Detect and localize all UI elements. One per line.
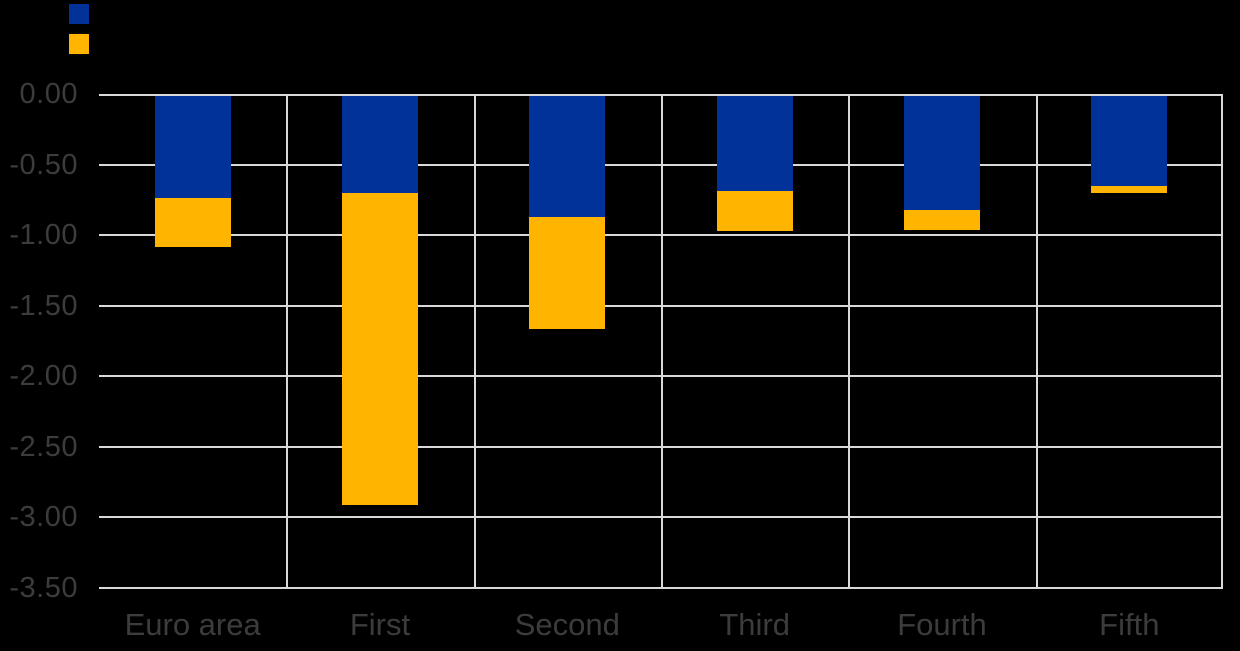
bar-segment-series-1-blue-fourth: [904, 96, 980, 211]
x-axis-category-label: Second: [514, 607, 620, 642]
x-axis-category-label: Euro area: [124, 607, 261, 642]
bar-segment-series-2-yellow-third: [716, 190, 793, 232]
y-axis-tick-label: -1.50: [9, 289, 78, 322]
bar-segment-series-2-yellow-first: [342, 193, 418, 506]
bar-segment-series-2-yellow-fourth: [904, 210, 980, 231]
gridline-y--3.50: [99, 587, 1223, 589]
bar-segment-series-2-yellow-second: [529, 217, 606, 329]
bar-segment-series-1-blue-euro-area: [154, 96, 231, 198]
x-axis-category-label: First: [349, 607, 411, 642]
blue-series-swatch-icon: [69, 4, 89, 24]
gridline-x-5: [1035, 94, 1038, 588]
bar-segment-series-2-yellow-fifth: [1091, 186, 1168, 194]
bar-segment-series-1-blue-third: [716, 96, 793, 191]
gridline-x-2: [473, 94, 476, 588]
gridline-x-1: [286, 94, 289, 588]
bar-segment-series-2-yellow-euro-area: [154, 197, 231, 247]
plot-area: [99, 94, 1223, 589]
bar-segment-series-1-blue-second: [529, 96, 606, 218]
yellow-series-swatch-icon: [69, 34, 89, 54]
x-axis-category-label: Third: [719, 607, 790, 642]
y-axis-tick-label: 0.00: [19, 78, 78, 110]
y-axis-tick-label: -3.50: [9, 572, 78, 604]
y-axis-tick-label: -2.50: [9, 430, 78, 463]
y-axis-tick-label: -0.50: [9, 148, 78, 181]
bar-segment-series-1-blue-fifth: [1091, 96, 1168, 187]
gridline-x-6: [1221, 94, 1223, 588]
gridline-x-4: [848, 94, 851, 588]
x-axis-category-label: Fourth: [897, 607, 987, 642]
y-axis-tick-label: -1.00: [9, 219, 78, 252]
x-axis-category-label: Fifth: [1099, 607, 1160, 642]
y-axis-tick-label: -3.00: [9, 501, 78, 534]
y-axis-tick-label: -2.00: [9, 360, 78, 393]
bar-segment-series-1-blue-first: [342, 96, 418, 194]
gridline-x-3: [661, 94, 663, 588]
